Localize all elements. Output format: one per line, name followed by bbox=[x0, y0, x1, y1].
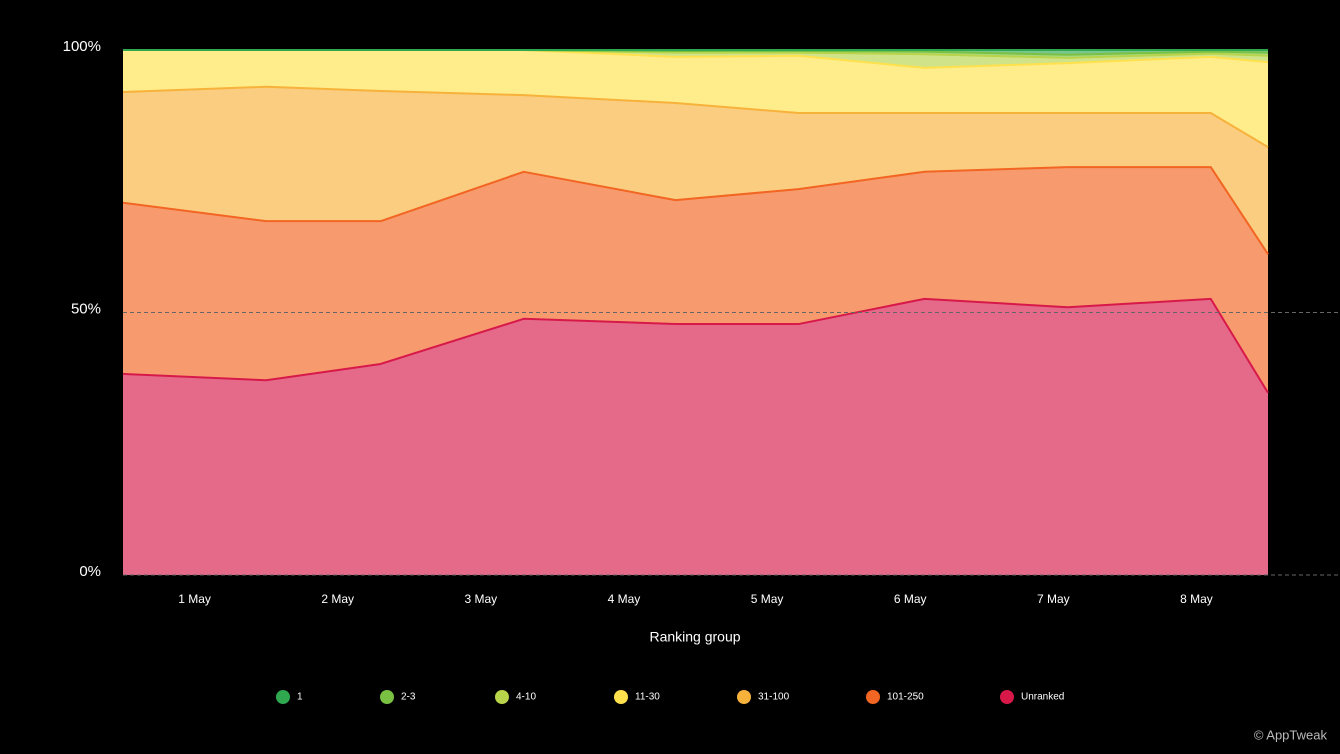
legend-swatch bbox=[380, 690, 394, 704]
legend-label: 101-250 bbox=[887, 692, 924, 703]
x-tick-label: 4 May bbox=[608, 592, 641, 606]
x-tick-label: 5 May bbox=[751, 592, 784, 606]
legend-swatch bbox=[276, 690, 290, 704]
legend-swatch bbox=[866, 690, 880, 704]
legend-label: 2-3 bbox=[401, 692, 416, 703]
x-tick-label: 6 May bbox=[894, 592, 927, 606]
legend-label: Unranked bbox=[1021, 692, 1064, 703]
legend-swatch bbox=[495, 690, 509, 704]
area-edge bbox=[122, 85, 1269, 148]
x-tick-label: 7 May bbox=[1037, 592, 1070, 606]
x-tick-label: 2 May bbox=[321, 592, 354, 606]
area bbox=[123, 167, 1268, 393]
y-tick-label: 100% bbox=[63, 38, 101, 55]
area bbox=[123, 86, 1268, 255]
area-edge bbox=[122, 166, 1269, 255]
x-axis-label: Ranking group bbox=[649, 629, 740, 645]
x-tick-label: 8 May bbox=[1180, 592, 1213, 606]
area bbox=[123, 50, 1268, 55]
legend-label: 4-10 bbox=[516, 692, 536, 703]
legend-swatch bbox=[737, 690, 751, 704]
area bbox=[123, 50, 1268, 68]
legend-swatch bbox=[614, 690, 628, 704]
area bbox=[123, 50, 1268, 148]
x-tick-label: 3 May bbox=[464, 592, 497, 606]
legend-label: 1 bbox=[297, 692, 303, 703]
legend-label: 11-30 bbox=[635, 692, 660, 703]
legend-swatch bbox=[1000, 690, 1014, 704]
credit: © AppTweak bbox=[1254, 727, 1328, 742]
area bbox=[123, 298, 1268, 575]
area-edge bbox=[122, 297, 1269, 394]
legend-label: 31-100 bbox=[758, 692, 790, 703]
y-tick-label: 0% bbox=[79, 563, 101, 580]
y-tick-label: 50% bbox=[71, 300, 101, 317]
x-tick-label: 1 May bbox=[178, 592, 211, 606]
